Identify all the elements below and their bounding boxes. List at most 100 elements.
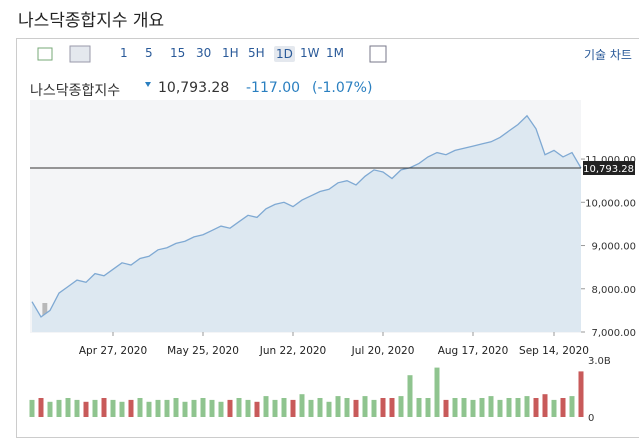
last-price-label: 10,793.28 bbox=[583, 164, 634, 175]
volume-bar bbox=[362, 396, 368, 417]
volume-bar bbox=[515, 398, 521, 417]
volume-bar bbox=[263, 396, 269, 417]
volume-bar bbox=[470, 399, 476, 417]
volume-bar bbox=[47, 401, 53, 417]
volume-bar bbox=[425, 398, 431, 417]
volume-bar bbox=[335, 396, 341, 417]
volume-bar bbox=[551, 399, 557, 417]
volume-bar bbox=[443, 399, 449, 417]
volume-bar bbox=[218, 401, 224, 417]
volume-tick-label: 3.0B bbox=[588, 356, 611, 367]
x-tick-label: Jun 22, 2020 bbox=[259, 345, 327, 357]
volume-bar bbox=[308, 399, 314, 417]
quote-price: 10,793.28 bbox=[158, 80, 230, 96]
volume-bar bbox=[326, 401, 332, 417]
volume-bar bbox=[524, 396, 530, 417]
volume-bar bbox=[389, 398, 395, 417]
volume-bar bbox=[344, 398, 350, 417]
candle-icon[interactable] bbox=[37, 47, 53, 61]
volume-bar bbox=[533, 398, 539, 417]
y-tick-label: 9,000.00 bbox=[591, 242, 636, 253]
volume-bar bbox=[497, 399, 503, 417]
technical-chart-link[interactable]: 기술 차트 bbox=[584, 48, 632, 62]
page-title: 나스닥종합지수 개요 bbox=[18, 11, 165, 31]
area-icon[interactable] bbox=[69, 45, 91, 63]
volume-bar bbox=[29, 399, 35, 417]
volume-bar bbox=[488, 396, 494, 417]
volume-bar bbox=[290, 399, 296, 417]
volume-bar bbox=[479, 398, 485, 417]
volume-bar bbox=[155, 399, 161, 417]
x-tick-label: Apr 27, 2020 bbox=[79, 345, 147, 357]
volume-bar bbox=[227, 399, 233, 417]
quote-change: -117.00 bbox=[246, 80, 301, 96]
interval-button[interactable]: 5 bbox=[145, 46, 153, 60]
volume-bar bbox=[272, 399, 278, 417]
volume-bar bbox=[578, 371, 584, 417]
interval-button[interactable]: 5H bbox=[248, 46, 265, 60]
volume-bar bbox=[74, 399, 80, 417]
volume-bar bbox=[416, 398, 422, 417]
volume-bar bbox=[254, 401, 260, 417]
volume-bar bbox=[65, 398, 71, 417]
price-line bbox=[31, 114, 582, 318]
volume-bar bbox=[146, 401, 152, 417]
area-fill bbox=[32, 115, 581, 332]
volume-bar bbox=[353, 399, 359, 417]
volume-bar bbox=[236, 398, 242, 417]
interval-button[interactable]: 1 bbox=[120, 46, 128, 60]
volume-bar bbox=[173, 398, 179, 417]
volume-bar bbox=[137, 398, 143, 417]
volume-bar bbox=[371, 399, 377, 417]
x-tick-label: Sep 14, 2020 bbox=[519, 345, 589, 357]
volume-bar bbox=[164, 399, 170, 417]
volume-bar bbox=[560, 398, 566, 417]
y-tick-label: 10,000.00 bbox=[585, 198, 636, 209]
interval-button[interactable]: 1H bbox=[222, 46, 239, 60]
volume-bar bbox=[542, 394, 548, 417]
quote-name: 나스닥종합지수 bbox=[30, 83, 121, 99]
volume-bar bbox=[191, 399, 197, 417]
volume-bar bbox=[200, 398, 206, 417]
volume-bar bbox=[434, 367, 440, 417]
volume-bar bbox=[452, 398, 458, 417]
table-icon[interactable] bbox=[369, 45, 387, 63]
interval-button[interactable]: 1M bbox=[326, 46, 344, 60]
volume-bar bbox=[38, 398, 44, 417]
interval-button[interactable]: 15 bbox=[170, 46, 186, 60]
y-tick-label: 7,000.00 bbox=[591, 328, 636, 339]
volume-bar bbox=[380, 398, 386, 417]
dropdown-arrow[interactable] bbox=[145, 82, 151, 87]
quote-change-pct: (-1.07%) bbox=[312, 80, 373, 96]
volume-bar bbox=[209, 399, 215, 417]
volume-bar bbox=[56, 399, 62, 417]
x-tick-label: Jul 20, 2020 bbox=[351, 345, 415, 357]
last-price-box bbox=[583, 160, 635, 175]
interval-button[interactable]: 1W bbox=[300, 46, 320, 60]
volume-bar bbox=[92, 399, 98, 417]
x-tick-label: Aug 17, 2020 bbox=[438, 345, 509, 357]
volume-bar bbox=[398, 396, 404, 417]
volume-bar bbox=[461, 398, 467, 417]
interval-button[interactable]: 30 bbox=[196, 46, 212, 60]
y-tick-label: 11,000.00 bbox=[585, 155, 636, 166]
volume-tick-label: 0 bbox=[588, 413, 594, 424]
volume-bar bbox=[299, 394, 305, 417]
x-tick-label: May 25, 2020 bbox=[167, 345, 239, 357]
volume-bar bbox=[317, 398, 323, 417]
volume-bar bbox=[569, 396, 575, 417]
interval-button[interactable]: 1D bbox=[274, 46, 295, 62]
volume-bar bbox=[182, 401, 188, 417]
volume-bar bbox=[407, 375, 413, 417]
y-tick-label: 8,000.00 bbox=[591, 285, 636, 296]
toolbar-icons bbox=[37, 45, 387, 87]
volume-bar bbox=[83, 401, 89, 417]
volume-bar bbox=[110, 399, 116, 417]
volume-bar bbox=[101, 398, 107, 417]
volume-bar bbox=[119, 401, 125, 417]
volume-bar bbox=[506, 398, 512, 417]
volume-bar bbox=[245, 399, 251, 417]
volume-bar bbox=[281, 398, 287, 417]
